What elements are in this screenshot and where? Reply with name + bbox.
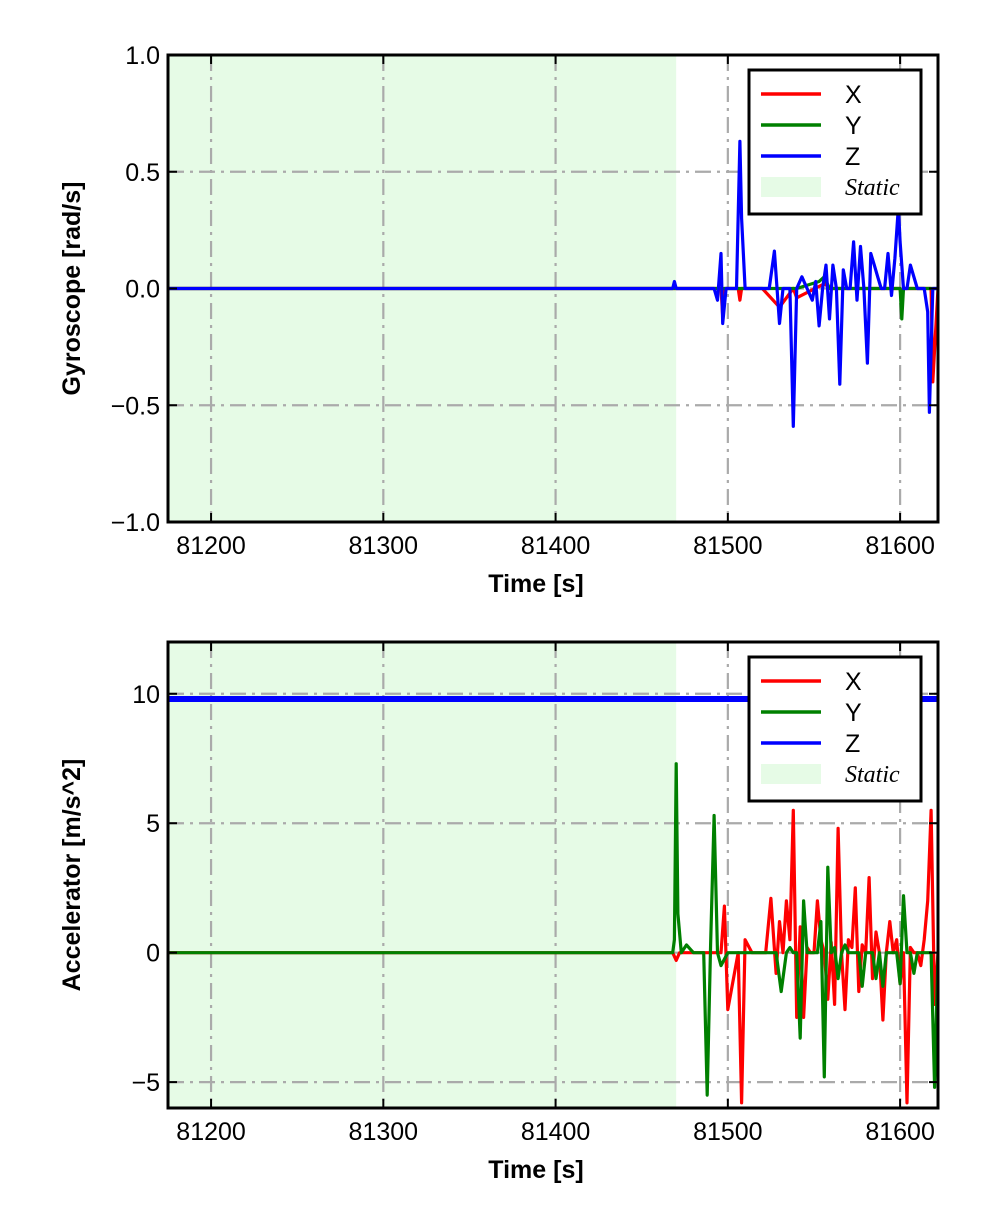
x-tick-label: 81600 bbox=[865, 1118, 935, 1146]
x-axis-title: Time [s] bbox=[488, 1156, 583, 1184]
legend: XYZ Static bbox=[747, 655, 923, 803]
x-tick-label: 81400 bbox=[521, 532, 591, 560]
legend-swatch-static bbox=[761, 177, 821, 197]
y-tick-label: 1.0 bbox=[125, 42, 160, 70]
y-tick-label: 10 bbox=[132, 681, 160, 709]
y-tick-label: −5 bbox=[131, 1069, 160, 1097]
static-region bbox=[168, 642, 677, 1108]
y-tick-label: −0.5 bbox=[111, 392, 160, 420]
y-tick-label: 0.5 bbox=[125, 159, 160, 187]
x-tick-label: 81600 bbox=[865, 532, 935, 560]
legend-label-x: X bbox=[845, 81, 862, 109]
y-tick-label: 0.0 bbox=[125, 276, 160, 304]
x-tick-label: 81500 bbox=[693, 532, 763, 560]
legend: XYZ Static bbox=[747, 68, 923, 216]
y-tick-label: −1.0 bbox=[111, 509, 160, 537]
axes-frame bbox=[166, 640, 940, 1110]
legend-swatch-static bbox=[761, 764, 821, 784]
legend-label-static: Static bbox=[845, 175, 900, 201]
x-tick-label: 81200 bbox=[176, 532, 246, 560]
x-tick-label: 81400 bbox=[521, 1118, 591, 1146]
x-tick-label: 81300 bbox=[349, 1118, 419, 1146]
y-tick-label: 5 bbox=[146, 810, 160, 838]
y-axis-title: Gyroscope [rad/s] bbox=[58, 182, 86, 396]
y-tick-label: 0 bbox=[146, 940, 160, 968]
legend-label-y: Y bbox=[845, 112, 862, 140]
x-tick-label: 81500 bbox=[693, 1118, 763, 1146]
legend-label-z: Z bbox=[845, 143, 860, 171]
legend-label-x: X bbox=[845, 668, 862, 696]
x-axis-title: Time [s] bbox=[488, 570, 583, 598]
x-tick-label: 81200 bbox=[176, 1118, 246, 1146]
axes-frame bbox=[166, 53, 940, 524]
legend-label-static: Static bbox=[845, 762, 900, 788]
legend-label-y: Y bbox=[845, 699, 862, 727]
legend-label-z: Z bbox=[845, 730, 860, 758]
y-axis-title: Accelerator [m/s^2] bbox=[58, 759, 86, 992]
accelerator-chart: 81200 81300 81400 81500 81600 −5 0 5 10 Time [s] A… bbox=[58, 640, 940, 1184]
series-line-y bbox=[168, 762, 938, 1097]
x-tick-label: 81300 bbox=[349, 532, 419, 560]
gyroscope-chart: 81200 81300 81400 81500 81600 −1.0 −0.5 0.0 0.5 1… bbox=[58, 42, 940, 598]
